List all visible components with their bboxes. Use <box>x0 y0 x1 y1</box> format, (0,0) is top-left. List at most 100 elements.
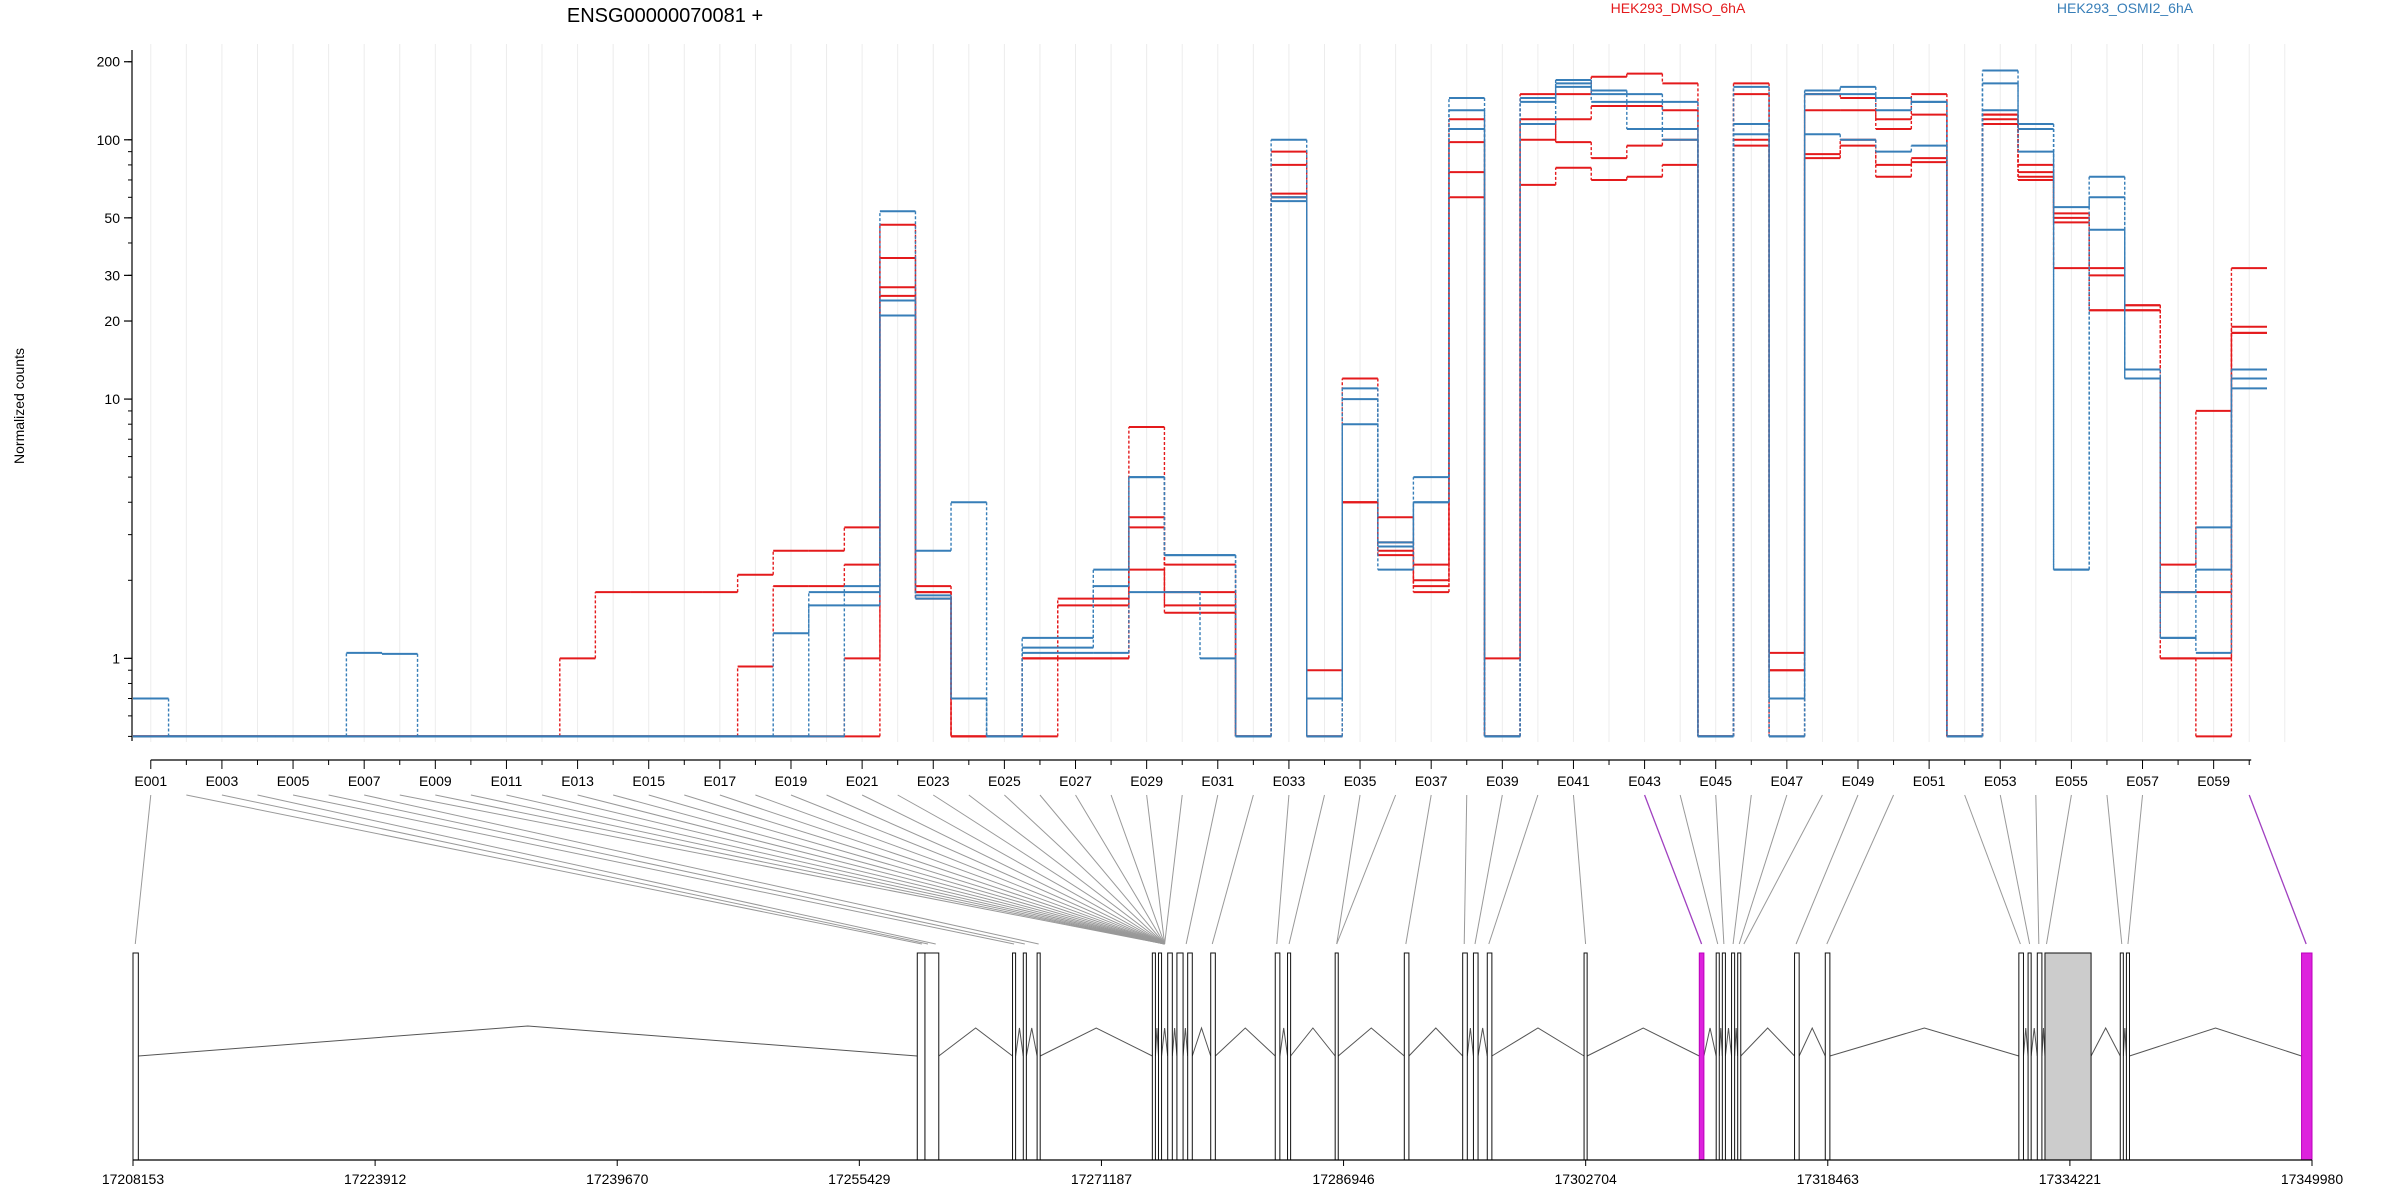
intron <box>1477 1027 1488 1057</box>
genomic-tick-label: 17334221 <box>2039 1171 2102 1187</box>
intron <box>1829 1027 2020 1057</box>
exon-connector <box>968 794 1165 945</box>
exon-tick-label: E027 <box>1059 773 1092 789</box>
genomic-tick-label: 17223912 <box>344 1171 407 1187</box>
exon-tick-label: E055 <box>2055 773 2088 789</box>
exon-connector <box>399 794 1165 945</box>
exon-connector <box>684 794 1165 945</box>
intron <box>1171 1027 1178 1057</box>
exon-block <box>1187 952 1193 1161</box>
exon-block <box>1472 952 1479 1161</box>
exon-connector <box>1826 794 1895 945</box>
exon-connector <box>1715 794 1725 945</box>
exon-connector <box>790 794 1165 945</box>
legend-label-dmso: HEK293_DMSO_6hA <box>1611 0 1746 16</box>
exon-block <box>2044 952 2092 1161</box>
exon-tick-label: E001 <box>134 773 167 789</box>
exon-block <box>924 952 940 1161</box>
exon-connector <box>292 794 1015 945</box>
exon-block <box>1731 952 1736 1161</box>
exon-connector <box>1474 794 1503 945</box>
intron <box>1154 1027 1159 1057</box>
exon-connector <box>2127 794 2144 945</box>
exon-connector <box>1964 794 2021 945</box>
exon-block <box>1167 952 1173 1161</box>
exon-connector <box>826 794 1165 945</box>
exon-connector <box>1738 794 1788 945</box>
gene-model <box>132 952 2313 1161</box>
intron <box>1740 1027 1795 1057</box>
exon-connector <box>1288 794 1325 945</box>
exon-connector <box>470 794 1165 945</box>
y-tick-label: 50 <box>104 210 120 226</box>
y-tick-label: 200 <box>97 54 121 70</box>
exon-block <box>2125 952 2130 1161</box>
intron <box>938 1027 1013 1057</box>
exon-block <box>1151 952 1156 1161</box>
intron <box>1161 1027 1169 1057</box>
intron <box>1734 1027 1739 1057</box>
exon-tick-label: E011 <box>491 773 523 789</box>
exon-tick-label: E031 <box>1201 773 1234 789</box>
exon-connector <box>1185 794 1219 945</box>
exon-connector <box>755 794 1165 945</box>
exon-block <box>132 952 139 1161</box>
exon-block <box>1794 952 1800 1161</box>
exon-connector <box>364 794 1039 945</box>
exon-connector <box>932 794 1165 945</box>
exon-block <box>1287 952 1292 1161</box>
exon-connector <box>1164 794 1183 945</box>
exon-connector <box>897 794 1165 945</box>
legend-label-osmi: HEK293_OSMI2_6hA <box>2057 0 2194 16</box>
exon-block <box>1715 952 1720 1161</box>
intron <box>138 1025 918 1057</box>
intron <box>2022 1027 2029 1057</box>
intron <box>1491 1027 1585 1057</box>
exon-connector <box>134 794 152 945</box>
exon-block <box>1157 952 1163 1161</box>
exon-tick-label: E017 <box>703 773 736 789</box>
exon-tick-label: E045 <box>1699 773 1732 789</box>
exon-tick-label: E037 <box>1415 773 1448 789</box>
exon-connector <box>1405 794 1432 945</box>
y-tick-label: 1 <box>112 650 120 666</box>
exon-connector <box>1004 794 1165 945</box>
exon-block <box>2018 952 2024 1161</box>
exon-tick-label: E033 <box>1273 773 1306 789</box>
chart-title: ENSG00000070081 + <box>567 5 763 27</box>
exon-connector <box>1211 794 1254 945</box>
exon-tick-label: E053 <box>1984 773 2017 789</box>
series-lines <box>133 69 2267 738</box>
exon-block <box>1462 952 1468 1161</box>
exon-connector <box>1336 794 1397 945</box>
exon-tick-label: E043 <box>1628 773 1661 789</box>
exon-connector <box>613 794 1165 945</box>
intron <box>1586 1027 1700 1057</box>
intron <box>1724 1027 1733 1057</box>
exon-connector <box>2035 794 2040 945</box>
exon-tick-label: E005 <box>277 773 310 789</box>
exon-tick-label: E023 <box>917 773 950 789</box>
intron <box>1015 1027 1024 1057</box>
exon-connector <box>1336 794 1361 945</box>
intron <box>1718 1027 1723 1057</box>
intron <box>1191 1026 1212 1057</box>
exon-connector <box>186 794 922 945</box>
genomic-tick-label: 17286946 <box>1312 1171 1375 1187</box>
exon-tick-label: E029 <box>1130 773 1163 789</box>
exon-block <box>1274 952 1281 1161</box>
exon-tick-label: E019 <box>775 773 808 789</box>
genomic-tick-label: 17208153 <box>102 1171 165 1187</box>
y-tick-label: 20 <box>104 313 120 329</box>
exon-connector-highlight <box>1643 794 1703 945</box>
exon-block <box>1721 952 1726 1161</box>
genomic-tick-label: 17239670 <box>586 1171 649 1187</box>
intron <box>1290 1027 1336 1057</box>
series-osmi <box>133 69 2267 738</box>
exon-tick-label: E025 <box>988 773 1021 789</box>
y-tick-label: 30 <box>104 267 120 283</box>
exon-connector <box>1276 794 1290 945</box>
exon-tick-label: E057 <box>2126 773 2159 789</box>
exon-tick-label: E015 <box>632 773 665 789</box>
